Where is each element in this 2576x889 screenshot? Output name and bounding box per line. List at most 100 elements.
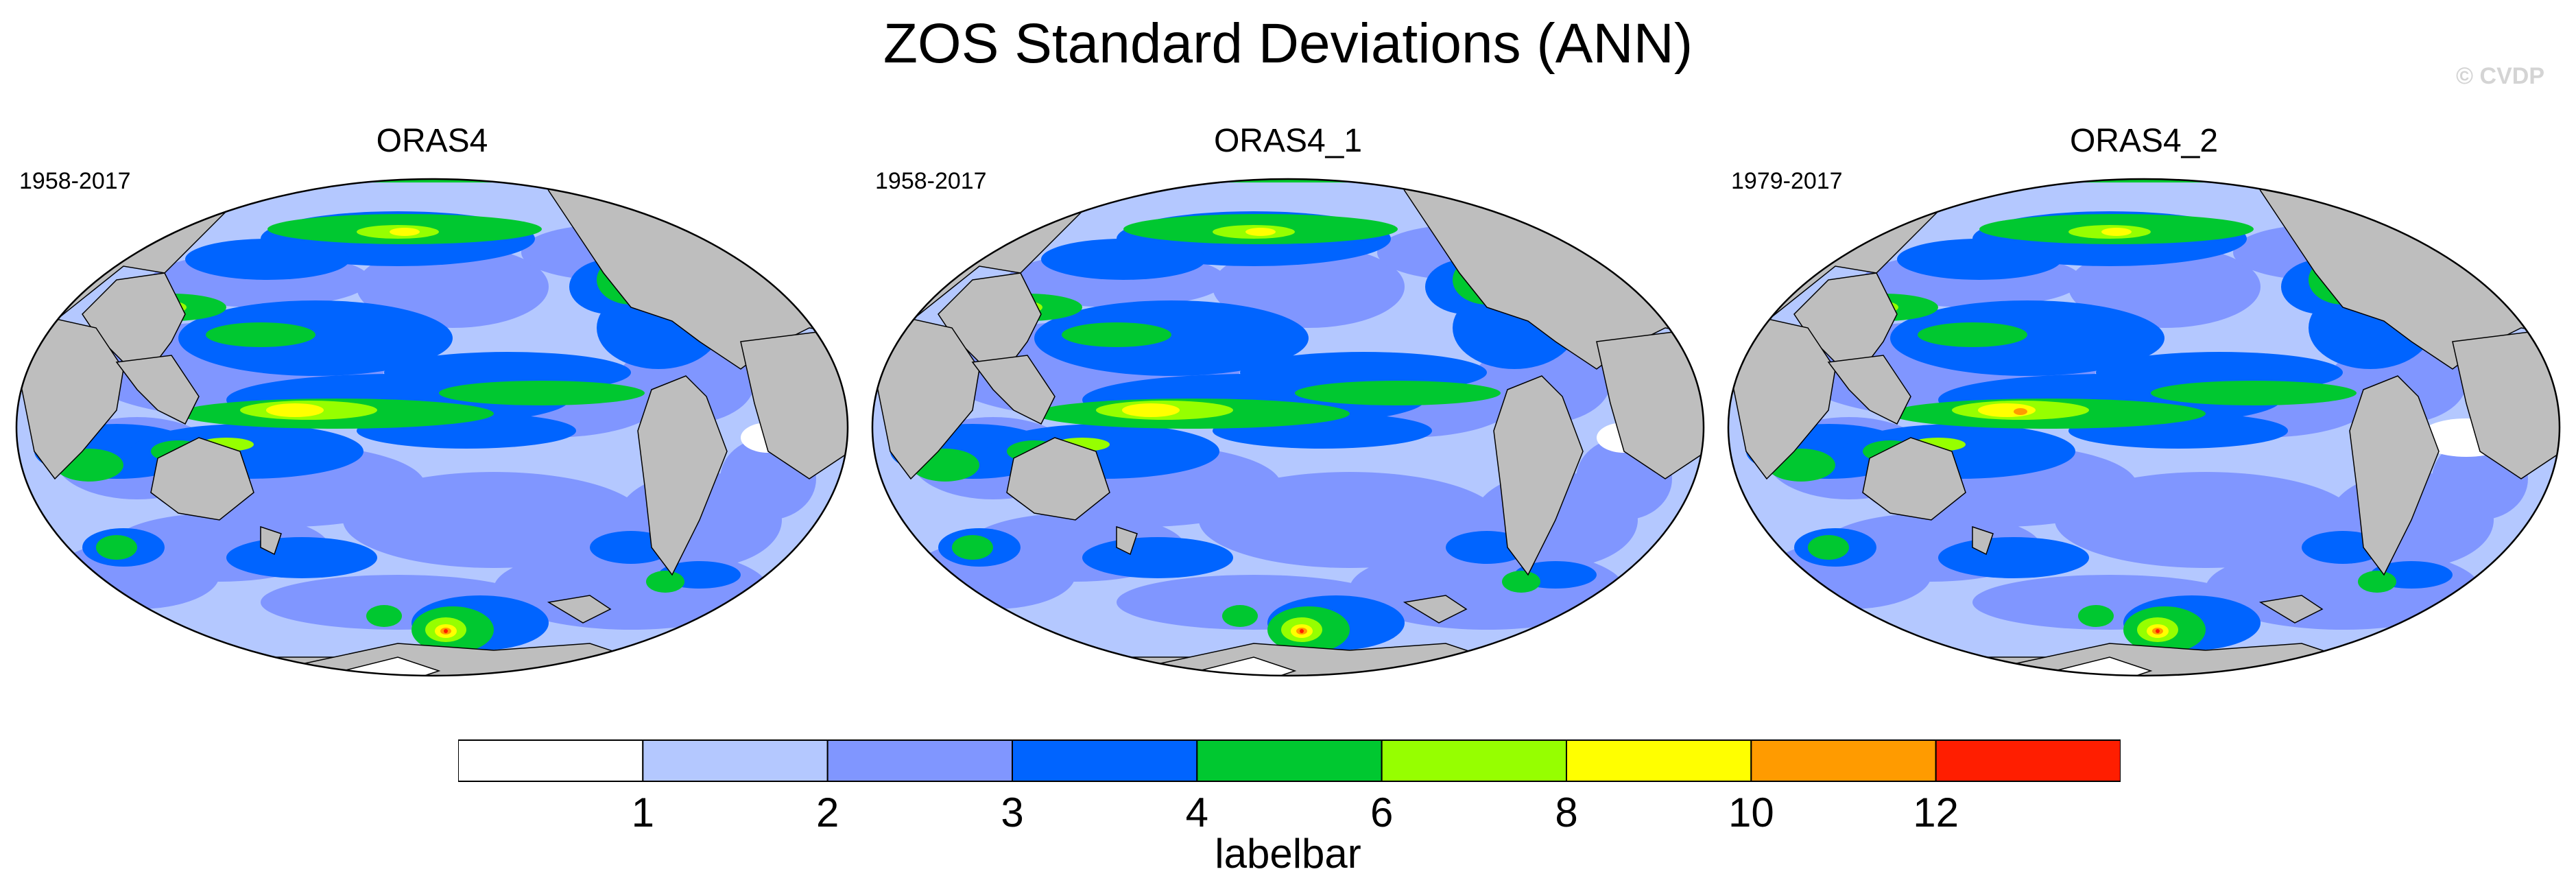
labelbar-box [1566,739,1752,782]
land-maritime [115,355,200,425]
sd-region-3-4 [1938,537,2089,578]
map-outline [15,178,849,677]
sd-region-2-3 [2068,246,2261,328]
land-new-zealand [1116,525,1138,556]
sd-region-4-6 [2078,605,2114,627]
sd-region-3-4 [1082,537,1233,578]
sd-region-4-6 [1918,322,2027,347]
land-australia [1862,437,1966,521]
sd-region-8-10 [1245,228,1276,236]
labelbar-box [1750,739,1937,782]
sd-region-4-6 [206,322,315,347]
sd-region-4-6 [1502,571,1540,593]
world-map [871,178,1705,677]
land-south-america [2349,375,2440,576]
arctic-band [16,179,848,182]
land-europe-africa-east [740,327,848,479]
labelbar [458,739,2121,782]
sd-region-3-4 [1897,239,2062,280]
sd-region-8-10 [390,228,420,236]
sd-region-12-plus [444,629,448,633]
map-panel-oras4-1: ORAS4_1 1958-2017 [863,115,1713,691]
sd-region-3-4 [226,537,377,578]
land-south-america [637,375,728,576]
labelbar-tick-label: 8 [1555,790,1578,835]
land-new-zealand [260,525,282,556]
sd-region-4-6 [96,535,137,560]
labelbar-tick-label: 4 [1185,790,1209,835]
sd-region-4-6 [1295,381,1501,405]
land-europe-africa-east [1596,327,1704,479]
sd-region-4-6 [646,571,684,593]
labelbar-title: labelbar [1215,831,1361,877]
sd-region-2-3 [1213,246,1405,328]
panel-title: ORAS4_2 [2069,123,2219,159]
labelbar-tick-label: 2 [815,790,839,835]
labelbar-box [1012,739,1198,782]
sd-region-3-4 [185,239,350,280]
land-ice-shelf [2054,656,2153,676]
sd-region-4-6 [366,605,402,627]
copyright-mark: © CVDP [2456,63,2544,89]
panel-title: ORAS4 [376,123,488,159]
labelbar-tick-label: 1 [631,790,655,835]
land-maritime [1827,355,1911,425]
labelbar-tick-label: 3 [1001,790,1024,835]
land-africa [20,313,124,480]
sd-region-10-12 [2014,408,2027,415]
arctic-band [872,179,1704,182]
map-top-cut [1726,163,2562,177]
labelbar-box [1935,739,2121,782]
map-top-cut [14,163,850,177]
land-africa [1732,313,1836,480]
sd-region-2-3 [343,472,645,568]
sd-region-2-3 [357,246,549,328]
sd-region-4-6 [952,535,993,560]
land-australia [1006,437,1110,521]
sd-region-8-10 [1978,403,2036,417]
land-antarctica-coast [1157,643,1488,676]
land-antarctica-coast [2013,643,2344,676]
sd-region-12-plus [2156,629,2160,633]
map-outline [871,178,1705,677]
panel-period: 1958-2017 [875,168,987,194]
panel-title: ORAS4_1 [1213,123,1363,159]
sd-region-8-10 [266,403,324,417]
land-greenland [2342,179,2412,219]
sd-region-4-6 [1808,535,1849,560]
land-south-america [1493,375,1584,576]
sd-region-3-4 [1890,300,2164,376]
sd-region-3-4 [1034,300,1309,376]
arctic-band [1728,179,2560,182]
sd-region-4-6 [1062,322,1171,347]
map-panel-oras4: ORAS4 1958-2017 [7,115,857,691]
land-maritime [971,355,1056,425]
figure-title: ZOS Standard Deviations (ANN) [883,12,1693,75]
labelbar-box [826,739,1013,782]
land-australia [150,437,254,521]
sd-region-3-4 [1041,239,1206,280]
sd-region-4-6 [2151,381,2357,405]
map-panel-oras4-2: ORAS4_2 1979-2017 [1719,115,2569,691]
labelbar-box [1381,739,1568,782]
labelbar-tick-label: 6 [1370,790,1394,835]
land-new-zealand [1972,525,1994,556]
world-map [14,163,850,677]
land-antarctic-peninsula [2258,595,2324,624]
sd-region-3-4 [178,300,453,376]
labelbar-box [458,739,644,782]
sd-region-8-10 [2101,228,2132,236]
map-outline [1727,178,2561,677]
sd-region-8-10 [1122,403,1180,417]
panel-period: 1958-2017 [19,168,131,194]
panel-period: 1979-2017 [1731,168,1843,194]
land-greenland [1486,179,1556,219]
land-africa [876,313,980,480]
labelbar-tick-label: 10 [1728,790,1774,835]
land-ice-shelf [1198,656,1297,676]
labelbar-tick-label: 12 [1913,790,1959,835]
sd-region-2-3 [1199,472,1501,568]
sd-region-4-6 [2358,571,2396,593]
land-antarctica-coast [301,643,632,676]
labelbar-box [1196,739,1383,782]
